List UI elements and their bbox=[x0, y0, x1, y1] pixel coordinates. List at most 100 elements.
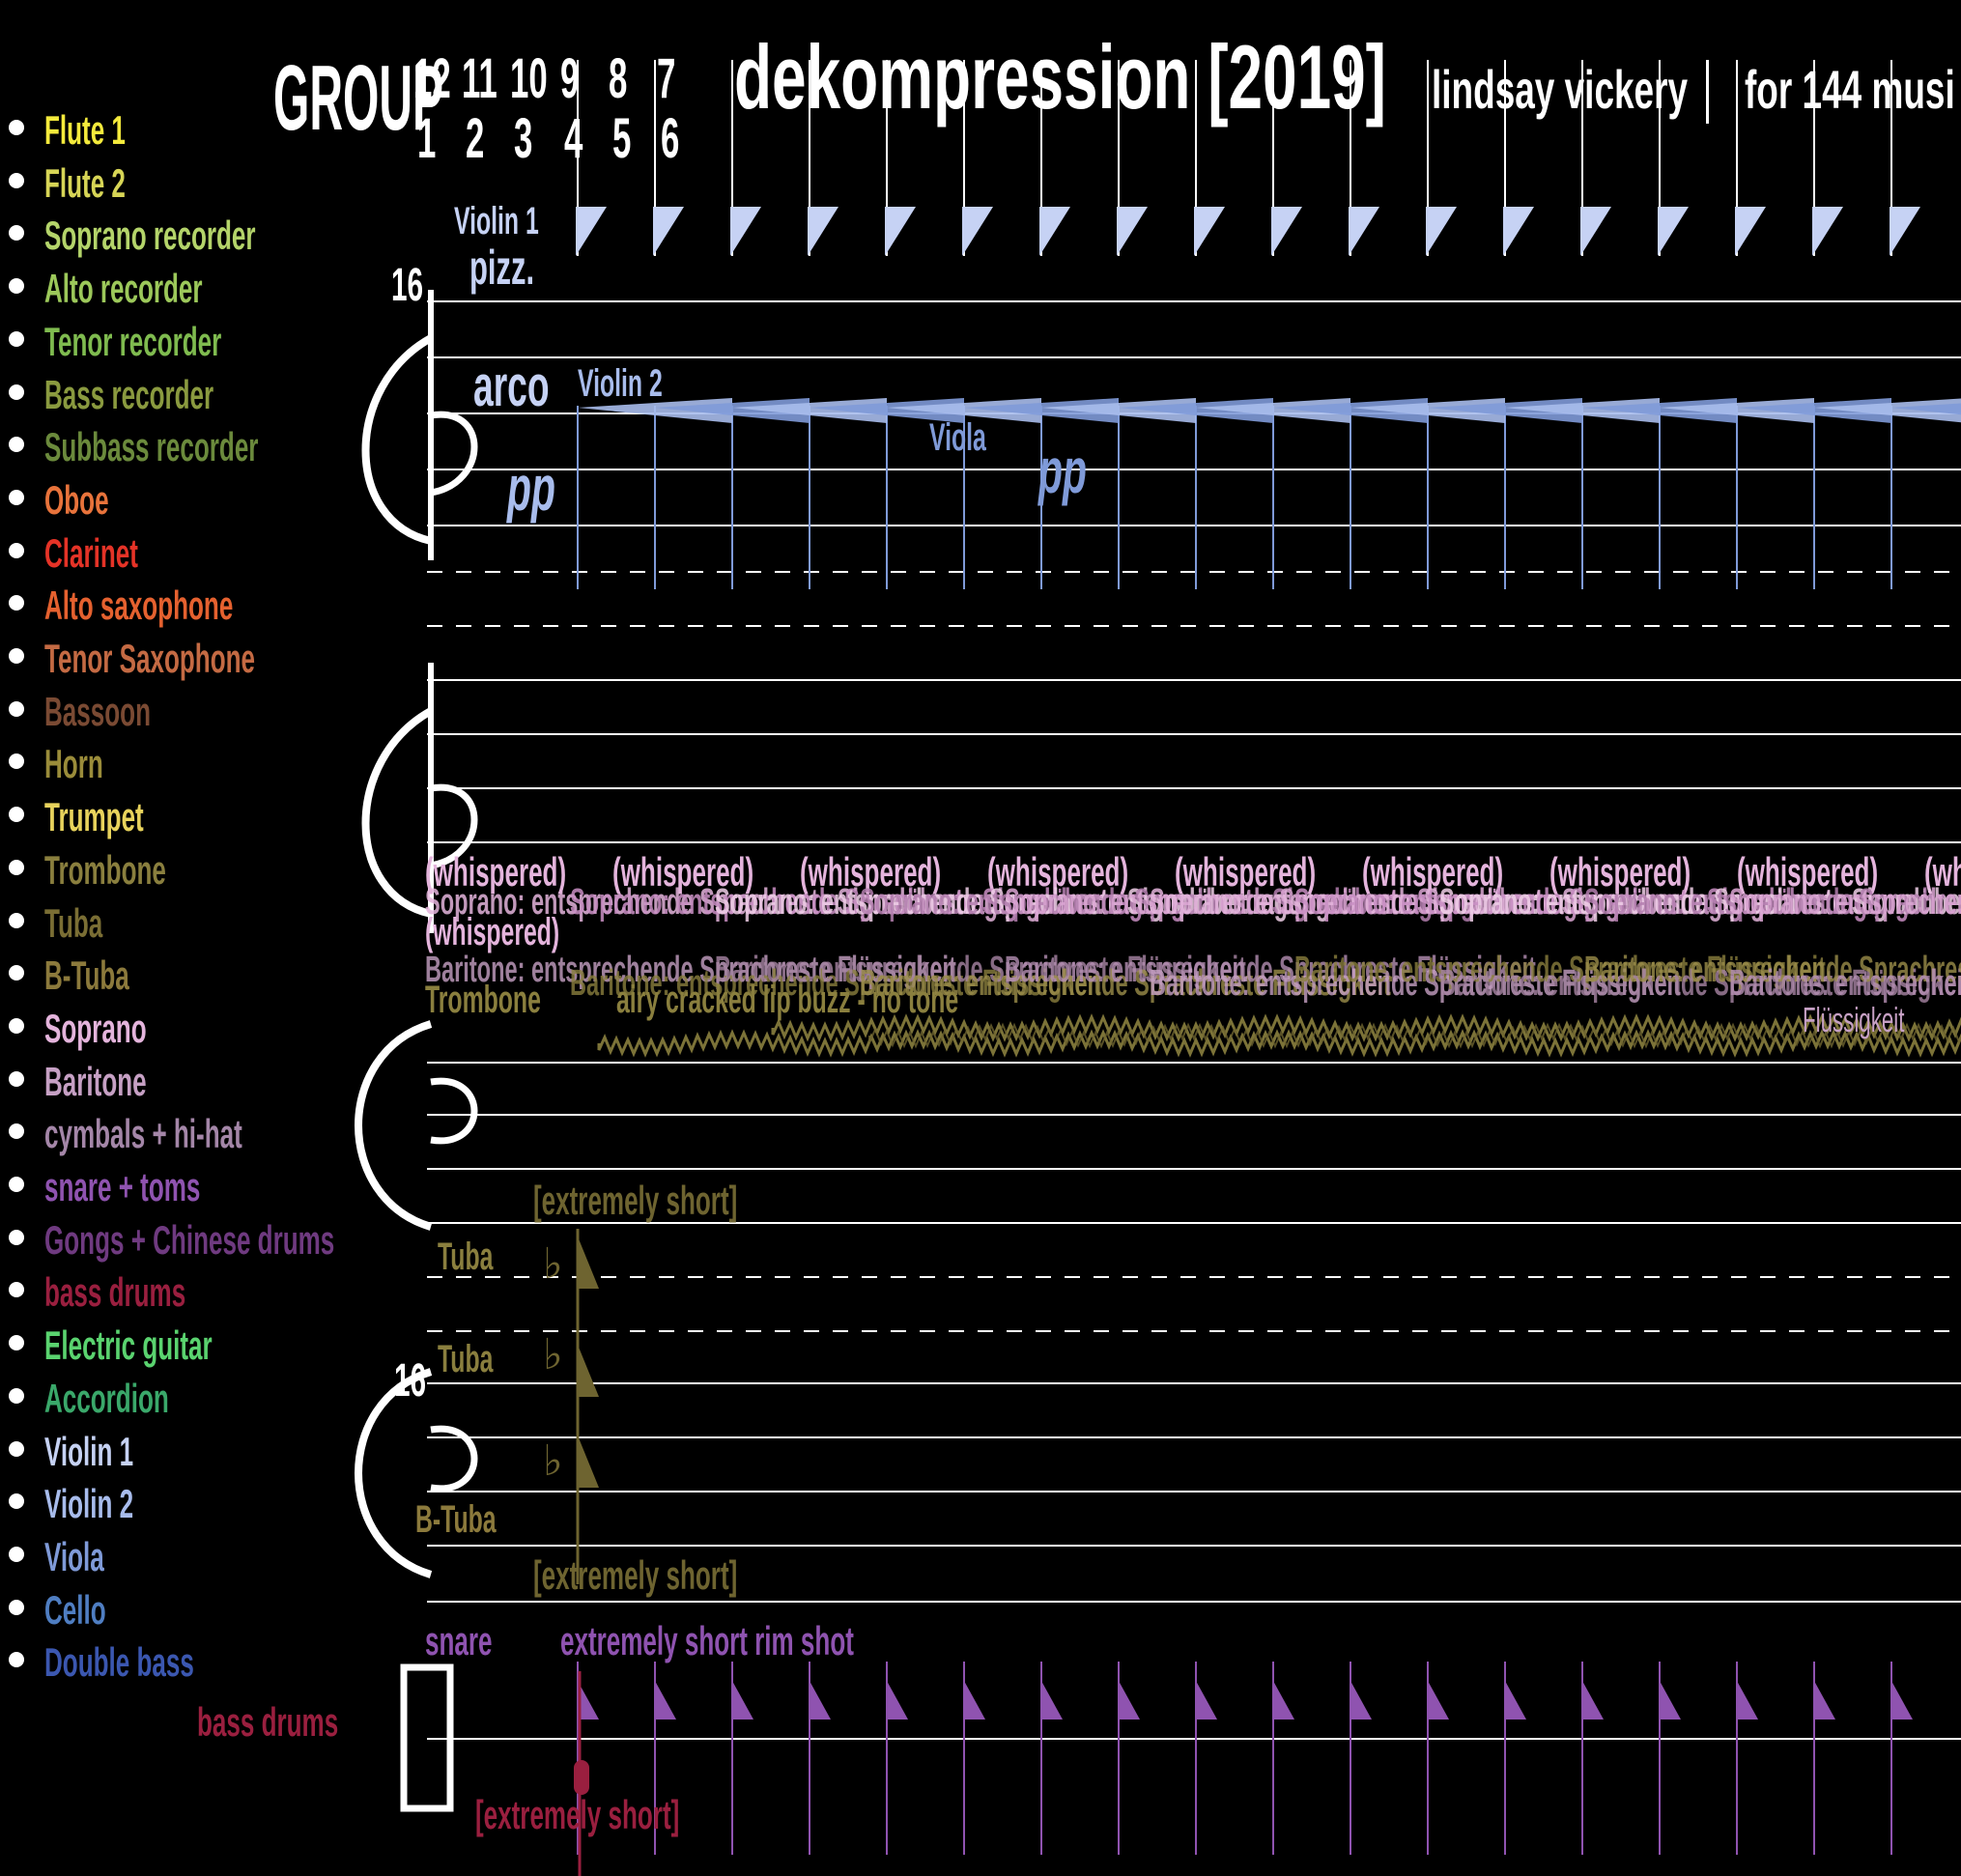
page-title: dekompression [2019] bbox=[734, 26, 1386, 128]
viola-label: Viola bbox=[929, 416, 986, 459]
lip-buzz-scribble bbox=[771, 1013, 1961, 1042]
bullet-icon bbox=[9, 807, 24, 823]
baritone-text: Baritone: entsprechende Sprachreste Flüs… bbox=[1005, 950, 1536, 990]
legend-label: Trombone bbox=[44, 846, 166, 893]
pizz-flag bbox=[1735, 207, 1766, 256]
snare-label: snare bbox=[425, 1618, 493, 1663]
arco-wedge bbox=[810, 398, 964, 423]
bass-clef-icon bbox=[355, 1020, 433, 1231]
whispered-marking: (whispered) bbox=[612, 849, 754, 895]
pizz-flag bbox=[730, 207, 761, 256]
extremely-short-top: [extremely short] bbox=[533, 1178, 738, 1223]
time-signature-top: 16 bbox=[391, 260, 424, 311]
pizz-flag bbox=[1890, 207, 1920, 256]
pizz-flag bbox=[1426, 207, 1457, 256]
group-number-top: 8 bbox=[609, 47, 628, 110]
whispered-marking: (whispered) bbox=[1549, 849, 1691, 895]
bullet-icon bbox=[9, 172, 24, 188]
time-signature-bottom: 16 bbox=[394, 1355, 427, 1407]
group-number-top: 10 bbox=[510, 47, 548, 110]
rim-shot-instruction: extremely short rim shot bbox=[560, 1618, 854, 1663]
bullet-icon bbox=[9, 700, 24, 717]
arco-wedge bbox=[1196, 398, 1350, 423]
bullet-icon bbox=[9, 1017, 24, 1034]
legend-label: Soprano recorder bbox=[44, 213, 256, 259]
legend-label: Soprano bbox=[44, 1005, 147, 1051]
arco-wedge bbox=[732, 398, 887, 423]
instrumentation-subtitle: for 144 musi bbox=[1745, 59, 1955, 120]
baritone-text: Baritone: entsprechende Sprachreste Flüs… bbox=[1150, 963, 1681, 1004]
tuba-label-2: Tuba bbox=[438, 1338, 494, 1380]
flat-sign-2: ♭ bbox=[543, 1330, 563, 1379]
arco-wedge bbox=[1505, 398, 1660, 423]
treble-clef-icon bbox=[361, 707, 433, 918]
arco-wedge bbox=[1660, 398, 1814, 423]
baritone-text: Baritone: entsprechende Sprachreste Flüs… bbox=[860, 963, 1391, 1004]
composer-name: lindsay vickery bbox=[1432, 59, 1689, 120]
legend-label: Tenor recorder bbox=[44, 318, 222, 364]
arco-wedge bbox=[1582, 398, 1737, 423]
baritone-text: Baritone: entsprechende Sprachreste Flüs… bbox=[715, 950, 1246, 990]
extremely-short-bass-drum: [extremely short] bbox=[475, 1792, 680, 1837]
whispered-marking: (whispered) bbox=[1924, 849, 1961, 895]
treble-clef-icon bbox=[361, 334, 433, 545]
percussion-clef-icon bbox=[400, 1663, 454, 1812]
bullet-icon bbox=[9, 384, 24, 400]
soprano-text: Soprano: entsprechende Sprachreste Signa… bbox=[860, 882, 1475, 923]
legend-label: bass drums bbox=[44, 1269, 186, 1316]
rim-shot-flag bbox=[1737, 1681, 1758, 1720]
baritone-text: Baritone: entsprechende Sprachreste Flüs… bbox=[1439, 963, 1961, 1004]
pizz-flag bbox=[1039, 207, 1070, 256]
whispered-marking: (whispered) bbox=[1362, 849, 1504, 895]
arco-wedge bbox=[578, 398, 732, 423]
legend-label: Violin 1 bbox=[44, 1428, 134, 1474]
bass-clef-icon bbox=[430, 1077, 478, 1145]
rim-shot-flag bbox=[1119, 1681, 1140, 1720]
legend-label: Trumpet bbox=[44, 794, 144, 840]
legend-label: cymbals + hi-hat bbox=[44, 1111, 242, 1157]
rim-shot-flag bbox=[732, 1681, 753, 1720]
group-number-top: 7 bbox=[657, 47, 676, 110]
flussigkeit-label: Flüssigkeit bbox=[1803, 1000, 1905, 1039]
flat-sign-1: ♭ bbox=[543, 1239, 563, 1289]
baritone-text: Baritone: entsprechende Sprachreste Flüs… bbox=[1584, 950, 1961, 990]
arco-wedge bbox=[1350, 398, 1505, 423]
rim-shot-flag bbox=[1814, 1681, 1835, 1720]
baritone-text: Baritone: entsprechende Sprachreste Flüs… bbox=[1294, 950, 1826, 990]
rim-shot-flag bbox=[1660, 1681, 1681, 1720]
rim-shot-flag bbox=[1273, 1681, 1294, 1720]
legend-label: B-Tuba bbox=[44, 952, 129, 999]
bullet-icon bbox=[9, 1177, 24, 1192]
bullet-icon bbox=[9, 120, 24, 135]
group-number-top: 9 bbox=[560, 47, 580, 110]
trombone-label: Trombone bbox=[425, 979, 541, 1021]
rim-shot-flag bbox=[578, 1681, 599, 1720]
soprano-text: Soprano: entsprechende Sprachreste Signa… bbox=[425, 882, 1040, 923]
legend-label: Baritone bbox=[44, 1058, 147, 1104]
legend-label: Subbass recorder bbox=[44, 424, 259, 470]
legend-label: Flute 1 bbox=[44, 107, 126, 153]
bullet-icon bbox=[9, 278, 24, 295]
rim-shot-flag bbox=[1505, 1681, 1526, 1720]
legend-label: Gongs + Chinese drums bbox=[44, 1216, 335, 1263]
violin1-label: Violin 1 bbox=[454, 200, 539, 242]
legend-label: Cello bbox=[44, 1586, 106, 1633]
group-number-bottom: 5 bbox=[612, 107, 632, 170]
treble-clef-icon bbox=[430, 783, 478, 869]
baritone-text: Baritone: entsprechende Sprachreste Flüs… bbox=[1729, 963, 1961, 1004]
arco-wedge bbox=[1737, 398, 1891, 423]
flat-sign-3: ♭ bbox=[543, 1436, 563, 1486]
bullet-icon bbox=[9, 1493, 24, 1510]
soprano-text: Soprano: entsprechende Sprachreste Signa… bbox=[1439, 882, 1961, 923]
bullet-icon bbox=[9, 1070, 24, 1087]
pizz-flag bbox=[1194, 207, 1225, 256]
tuba-flag bbox=[578, 1236, 599, 1289]
bullet-icon bbox=[9, 595, 24, 611]
soprano-text: Soprano: entsprechende Sprachreste Signa… bbox=[1584, 882, 1961, 923]
bullet-icon bbox=[9, 1387, 24, 1404]
legend-label: Viola bbox=[44, 1533, 104, 1579]
baritone-text: Baritone: entsprechende Sprachreste Flüs… bbox=[570, 963, 1101, 1004]
group-number-bottom: 1 bbox=[417, 107, 437, 170]
bass-clef-icon bbox=[430, 1425, 478, 1492]
tuba-flag bbox=[578, 1435, 599, 1488]
